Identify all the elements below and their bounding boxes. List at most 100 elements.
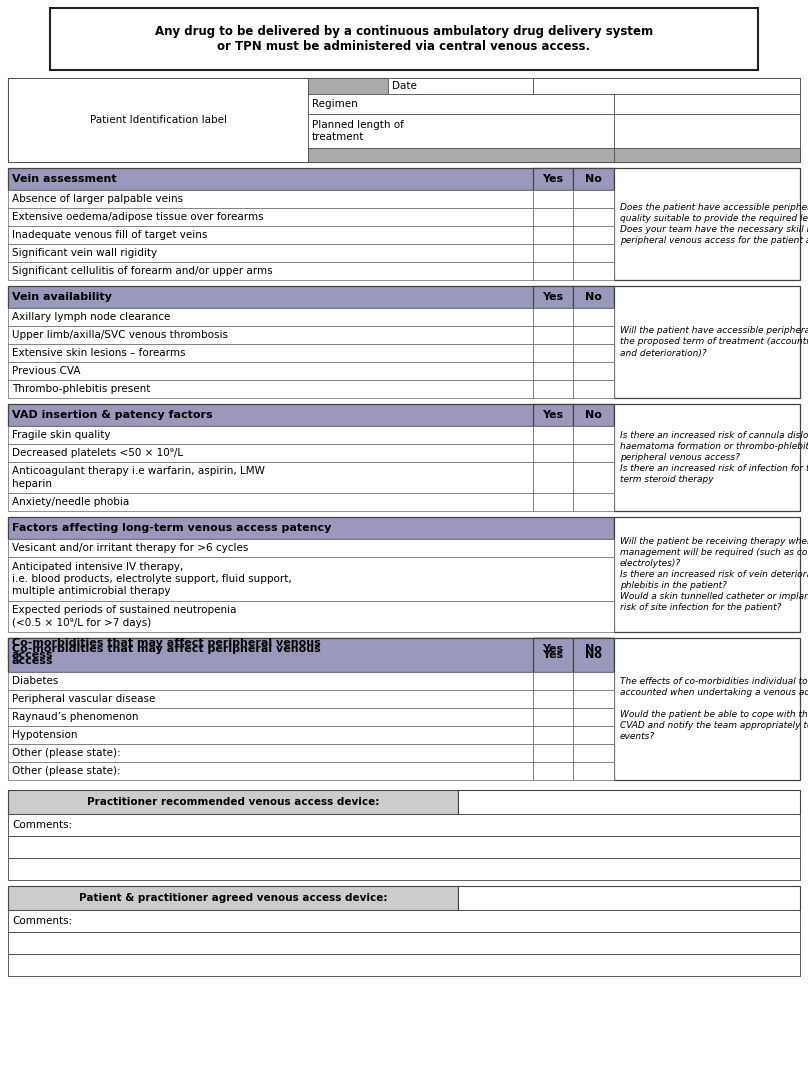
Text: Will the patient be receiving therapy where intensive fluid
management will be r: Will the patient be receiving therapy wh…: [620, 537, 808, 612]
Text: Comments:: Comments:: [12, 916, 72, 926]
Bar: [573, 708, 614, 726]
Bar: [533, 404, 573, 426]
Text: Vein availability: Vein availability: [12, 292, 112, 302]
Bar: [533, 168, 573, 190]
Bar: [8, 380, 533, 399]
Text: Significant cellulitis of forearm and/or upper arms: Significant cellulitis of forearm and/or…: [12, 266, 272, 276]
Text: Vesicant and/or irritant therapy for >6 cycles: Vesicant and/or irritant therapy for >6 …: [12, 543, 248, 553]
Bar: [50, 8, 758, 70]
Bar: [573, 286, 614, 308]
Bar: [573, 638, 614, 672]
Bar: [573, 362, 614, 380]
Bar: [8, 492, 533, 511]
Bar: [533, 672, 573, 690]
Bar: [573, 672, 614, 690]
Bar: [533, 308, 573, 326]
Bar: [8, 690, 533, 708]
Bar: [533, 426, 573, 444]
Bar: [573, 762, 614, 780]
Bar: [533, 462, 573, 492]
Bar: [8, 557, 614, 600]
Text: Axillary lymph node clearance: Axillary lymph node clearance: [12, 312, 170, 322]
Bar: [8, 208, 533, 226]
Text: Planned length of
treatment: Planned length of treatment: [312, 120, 404, 143]
Bar: [8, 345, 533, 362]
Bar: [614, 168, 800, 280]
Text: Is there an increased risk of cannula dislodgement,
haematoma formation or throm: Is there an increased risk of cannula di…: [620, 431, 808, 484]
Bar: [8, 886, 458, 910]
Bar: [8, 789, 458, 814]
Bar: [533, 345, 573, 362]
Text: Expected periods of sustained neutropenia
(<0.5 × 10⁹/L for >7 days): Expected periods of sustained neutropeni…: [12, 605, 237, 627]
Text: Other (please state):: Other (please state):: [12, 766, 120, 777]
Text: The effects of co-morbidities individual to the patient must be
accounted when u: The effects of co-morbidities individual…: [620, 677, 808, 741]
Text: Absence of larger palpable veins: Absence of larger palpable veins: [12, 194, 183, 204]
Bar: [8, 190, 533, 208]
Bar: [8, 78, 308, 162]
Bar: [8, 814, 800, 836]
Bar: [308, 114, 614, 148]
Text: Diabetes: Diabetes: [12, 676, 58, 686]
Bar: [8, 462, 533, 492]
Bar: [533, 380, 573, 399]
Bar: [8, 858, 800, 880]
Text: Does the patient have accessible peripheral veins of sufficient
quality suitable: Does the patient have accessible periphe…: [620, 203, 808, 245]
Bar: [573, 492, 614, 511]
Text: Inadequate venous fill of target veins: Inadequate venous fill of target veins: [12, 230, 208, 240]
Text: No: No: [585, 174, 602, 184]
Bar: [8, 762, 533, 780]
Text: No: No: [585, 292, 602, 302]
Text: Yes: Yes: [542, 410, 563, 420]
Bar: [533, 286, 573, 308]
Bar: [533, 190, 573, 208]
Bar: [8, 708, 533, 726]
Bar: [533, 638, 573, 672]
Text: Practitioner recommended venous access device:: Practitioner recommended venous access d…: [86, 797, 379, 807]
Bar: [533, 744, 573, 762]
Bar: [573, 190, 614, 208]
Bar: [614, 114, 800, 148]
Text: Significant vein wall rigidity: Significant vein wall rigidity: [12, 248, 157, 258]
Text: Peripheral vascular disease: Peripheral vascular disease: [12, 694, 155, 704]
Text: Will the patient have accessible peripheral veins available for
the proposed ter: Will the patient have accessible periphe…: [620, 326, 808, 357]
Bar: [573, 244, 614, 262]
Bar: [8, 226, 533, 244]
Text: Yes: Yes: [542, 650, 563, 660]
Bar: [8, 78, 800, 162]
Bar: [573, 380, 614, 399]
Bar: [573, 444, 614, 462]
Text: Raynaud’s phenomenon: Raynaud’s phenomenon: [12, 712, 138, 723]
Text: Fragile skin quality: Fragile skin quality: [12, 430, 111, 440]
Bar: [573, 726, 614, 744]
Bar: [573, 690, 614, 708]
Bar: [8, 244, 533, 262]
Bar: [573, 404, 614, 426]
Bar: [614, 404, 800, 511]
Bar: [573, 638, 614, 660]
Text: Previous CVA: Previous CVA: [12, 366, 81, 376]
Bar: [8, 638, 614, 660]
Text: Patient & practitioner agreed venous access device:: Patient & practitioner agreed venous acc…: [78, 893, 387, 903]
Bar: [8, 600, 614, 632]
Bar: [8, 426, 533, 444]
Bar: [533, 208, 573, 226]
Bar: [533, 726, 573, 744]
Bar: [308, 148, 614, 162]
Bar: [573, 462, 614, 492]
Bar: [533, 262, 573, 280]
Bar: [8, 326, 533, 345]
Bar: [614, 286, 800, 399]
Bar: [8, 836, 800, 858]
Text: Extensive skin lesions – forearms: Extensive skin lesions – forearms: [12, 348, 186, 357]
Bar: [533, 244, 573, 262]
Bar: [614, 148, 800, 162]
Bar: [573, 744, 614, 762]
Bar: [8, 362, 533, 380]
Text: Comments:: Comments:: [12, 820, 72, 831]
Text: Thrombo-phlebitis present: Thrombo-phlebitis present: [12, 384, 150, 394]
Bar: [533, 226, 573, 244]
Text: No: No: [585, 650, 602, 660]
Bar: [458, 789, 800, 814]
Text: Anticoagulant therapy i.e warfarin, aspirin, LMW
heparin: Anticoagulant therapy i.e warfarin, aspi…: [12, 467, 265, 488]
Text: Yes: Yes: [542, 644, 563, 654]
